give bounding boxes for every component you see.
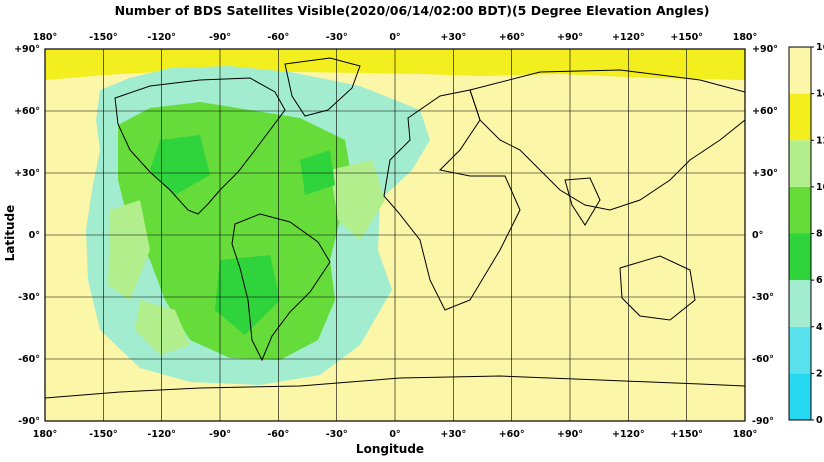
colorbar-tick-label: 4	[816, 322, 823, 333]
right-lat-tick-label: -30°	[752, 292, 774, 303]
bottom-tick-label: +60°	[499, 429, 525, 440]
left-lat-tick-label: -60°	[18, 354, 40, 365]
top-tick-label: -150°	[89, 32, 118, 43]
top-tick-label: +150°	[670, 32, 703, 43]
left-lat-tick-label: +30°	[14, 168, 40, 179]
top-tick-label: +60°	[499, 32, 525, 43]
bottom-tick-label: -120°	[147, 429, 176, 440]
bottom-tick-label: -60°	[267, 429, 289, 440]
bottom-tick-label: -150°	[89, 429, 118, 440]
bottom-tick-label: 180°	[733, 429, 758, 440]
coverage-bright-patch-3	[300, 150, 335, 195]
top-tick-label: +90°	[557, 32, 583, 43]
colorbar-tick-label: 16	[816, 42, 824, 53]
australia-coast	[619, 255, 696, 321]
bottom-tick-label: +90°	[557, 429, 583, 440]
colorbar-bin	[789, 373, 811, 420]
colorbar-tick-label: 10	[816, 182, 824, 193]
y-ticks-right: +90° +60° +30° 0° -30° -60° -90°	[752, 44, 778, 427]
coverage-pale-patch-1	[108, 200, 150, 300]
colorbar-bin	[789, 280, 811, 327]
x-ticks-bottom: 180° -150° -120° -90° -60° -30° 0° +30° +60° +90°…	[33, 429, 758, 440]
greenland-coast	[284, 57, 361, 117]
chart-title: Number of BDS Satellites Visible(2020/06…	[114, 3, 710, 18]
bottom-tick-label: +150°	[670, 429, 703, 440]
coverage-bright-patch-2	[215, 255, 280, 335]
left-lat-tick-label: -30°	[18, 292, 40, 303]
colorbar-tick-label: 2	[816, 368, 823, 379]
right-lat-tick-label: +30°	[752, 168, 778, 179]
top-tick-label: 180°	[33, 32, 58, 43]
colorbar-tick-label: 14	[816, 89, 824, 100]
right-lat-tick-label: +60°	[752, 106, 778, 117]
top-tick-label: +120°	[612, 32, 645, 43]
north-america-coast	[114, 77, 286, 215]
colorbar-tick-label: 8	[816, 229, 823, 240]
colorbar-bin	[789, 186, 811, 234]
colorbar-tick-label: 6	[816, 275, 823, 286]
top-tick-label: -90°	[209, 32, 231, 43]
left-lat-tick-label: +60°	[14, 106, 40, 117]
coverage-bright-patch-1	[150, 135, 210, 195]
right-lat-tick-label: -60°	[752, 354, 774, 365]
bottom-tick-label: -30°	[326, 429, 348, 440]
right-lat-tick-label: -90°	[752, 416, 774, 427]
india-coast	[564, 177, 601, 226]
left-lat-tick-label: 0°	[29, 230, 40, 241]
y-ticks-left: +90° +60° +30° 0° -30° -60° -90°	[14, 44, 40, 427]
top-tick-label: -120°	[147, 32, 176, 43]
right-lat-tick-label: 0°	[752, 230, 763, 241]
bottom-tick-label: -90°	[209, 429, 231, 440]
bottom-tick-label: 180°	[33, 429, 58, 440]
south-america-coast	[231, 213, 331, 362]
bottom-tick-label: +120°	[612, 429, 645, 440]
map-frame	[44, 48, 746, 422]
colorbar-bin	[789, 233, 811, 281]
antarctica-coast	[44, 375, 746, 399]
right-lat-tick-label: +90°	[752, 44, 778, 55]
bottom-tick-label: +30°	[440, 429, 466, 440]
top-tick-label: 0°	[389, 32, 400, 43]
left-lat-tick-label: -90°	[18, 416, 40, 427]
coastlines	[44, 57, 746, 399]
colorbar-tick-label: 12	[816, 135, 824, 146]
colorbar: 16 14 12 10 8 6 4 2 0	[788, 42, 824, 426]
colorbar-bin	[789, 140, 811, 187]
x-axis-label: Longitude	[355, 442, 425, 456]
top-tick-label: 180°	[733, 32, 758, 43]
x-ticks-top: 180° -150° -120° -90° -60° -30° 0° +30° +60° +90°…	[33, 32, 758, 43]
bottom-tick-label: 0°	[389, 429, 400, 440]
top-tick-label: -30°	[326, 32, 348, 43]
colorbar-bin	[789, 326, 811, 374]
top-tick-label: +30°	[440, 32, 466, 43]
top-tick-label: -60°	[267, 32, 289, 43]
left-lat-tick-label: +90°	[14, 44, 40, 55]
coverage-pale-patch-3	[135, 300, 190, 355]
coverage-pale-patch-2	[330, 160, 385, 240]
lat-lon-grid	[45, 49, 745, 421]
colorbar-bin	[789, 47, 811, 94]
colorbar-bin	[789, 93, 811, 141]
colorbar-tick-label: 0	[816, 415, 823, 426]
